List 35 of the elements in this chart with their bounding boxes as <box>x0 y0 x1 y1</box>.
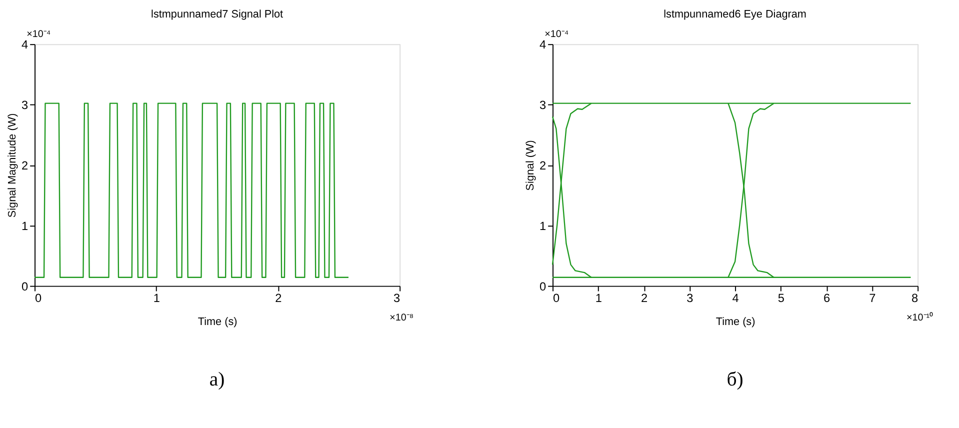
x-axis-title: Time (s) <box>198 316 238 328</box>
y-tick-label: 0 <box>540 279 547 294</box>
x-tick-label: 8 <box>911 291 918 306</box>
x-tick-label: 0 <box>35 291 42 306</box>
chart-title: lstmpunnamed7 Signal Plot <box>151 8 284 20</box>
y-tick-label: 2 <box>22 158 28 172</box>
text: ×10⁻⁸ <box>390 312 414 324</box>
x-tick-label: 5 <box>778 291 785 306</box>
x-tick-label: 2 <box>275 291 282 306</box>
x-tick-label: 6 <box>823 291 830 306</box>
y-tick-label: 0 <box>22 279 29 294</box>
text: ×10⁻⁴ <box>26 29 51 40</box>
x-tick-label: 3 <box>393 291 400 306</box>
y-tick-label: 3 <box>22 98 29 112</box>
x-tick-label: 2 <box>640 291 648 306</box>
y-axis-title: Signal (W) <box>524 140 537 191</box>
x-tick-label: 3 <box>686 291 694 306</box>
y-axis-title: Signal Magnitude (W) <box>6 113 19 218</box>
text: б) <box>726 368 744 390</box>
x-tick-label: 4 <box>732 291 740 306</box>
y-tick-label: 2 <box>540 158 546 172</box>
text: а) <box>209 368 225 390</box>
chart-title: lstmpunnamed6 Eye Diagram <box>664 8 806 20</box>
text: ×10⁻¹⁰ <box>906 311 934 324</box>
y-tick-label: 4 <box>540 38 547 52</box>
x-tick-label: 7 <box>869 291 876 306</box>
text: ×10⁻⁴ <box>544 29 569 40</box>
y-tick-label: 3 <box>540 98 547 112</box>
x-tick-label: 1 <box>153 291 160 306</box>
x-tick-label: 0 <box>553 291 560 306</box>
y-tick-label: 4 <box>22 38 29 52</box>
x-tick-label: 1 <box>595 291 602 306</box>
x-axis-title: Time (s) <box>716 316 756 328</box>
y-tick-label: 1 <box>22 218 28 233</box>
y-tick-label: 1 <box>540 218 546 233</box>
